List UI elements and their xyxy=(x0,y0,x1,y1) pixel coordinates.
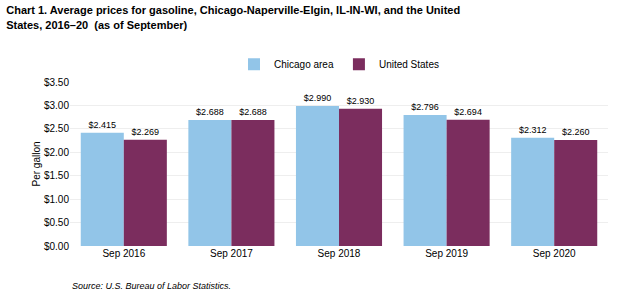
svg-text:Chart 1. Average prices for ga: Chart 1. Average prices for gasoline, Ch… xyxy=(6,4,460,30)
svg-text:Sep 2017: Sep 2017 xyxy=(210,248,253,259)
svg-text:$1.50: $1.50 xyxy=(44,170,69,181)
svg-text:$0.00: $0.00 xyxy=(44,241,69,252)
svg-text:Sep 2020: Sep 2020 xyxy=(533,248,576,259)
svg-text:$2.269: $2.269 xyxy=(132,127,160,137)
svg-text:Chicago area: Chicago area xyxy=(274,59,334,70)
svg-text:$0.50: $0.50 xyxy=(44,217,69,228)
svg-text:Sep 2019: Sep 2019 xyxy=(425,248,468,259)
svg-text:$2.930: $2.930 xyxy=(347,96,375,106)
svg-text:$2.00: $2.00 xyxy=(44,147,69,158)
svg-text:Sep 2016: Sep 2016 xyxy=(102,248,145,259)
svg-text:United States: United States xyxy=(379,59,439,70)
svg-text:$2.694: $2.694 xyxy=(454,107,482,117)
svg-text:$2.415: $2.415 xyxy=(89,120,117,130)
svg-text:Per gallon: Per gallon xyxy=(31,141,42,186)
svg-text:$2.796: $2.796 xyxy=(411,102,439,112)
svg-text:$2.312: $2.312 xyxy=(519,125,547,135)
svg-text:$2.50: $2.50 xyxy=(44,123,69,134)
svg-text:$2.688: $2.688 xyxy=(239,107,267,117)
svg-text:$3.00: $3.00 xyxy=(44,100,69,111)
svg-text:Sep 2018: Sep 2018 xyxy=(318,248,361,259)
svg-text:Source: U.S. Bureau of Labor S: Source: U.S. Bureau of Labor Statistics. xyxy=(72,281,231,291)
svg-text:$2.990: $2.990 xyxy=(304,93,332,103)
svg-text:$2.688: $2.688 xyxy=(196,107,224,117)
svg-text:$3.50: $3.50 xyxy=(44,77,69,88)
svg-text:$1.00: $1.00 xyxy=(44,194,69,205)
svg-text:$2.260: $2.260 xyxy=(562,127,590,137)
